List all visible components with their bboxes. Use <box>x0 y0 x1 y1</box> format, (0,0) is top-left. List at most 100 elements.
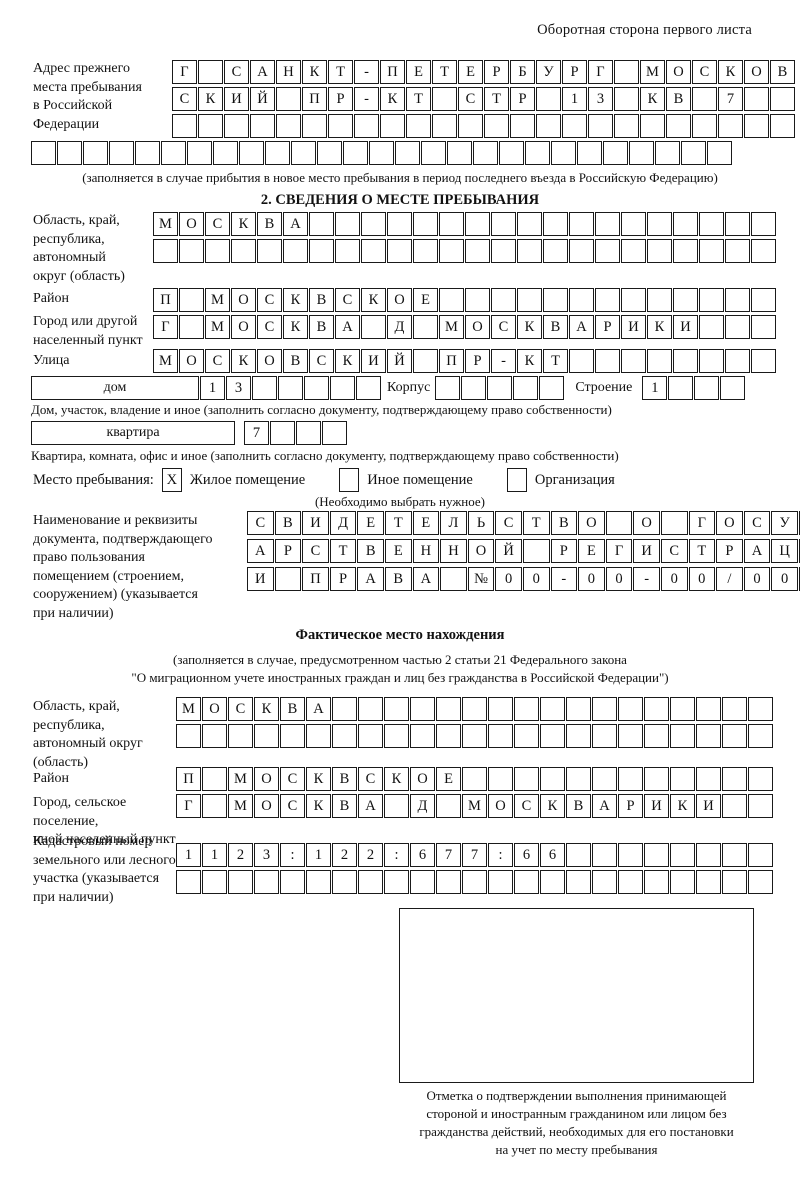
form-cell[interactable] <box>543 212 568 236</box>
form-cell[interactable]: К <box>647 315 672 339</box>
form-cell[interactable] <box>699 349 724 373</box>
form-cell[interactable]: О <box>410 767 435 791</box>
form-cell[interactable]: Г <box>176 794 201 818</box>
form-cell[interactable] <box>751 212 776 236</box>
form-cell[interactable]: В <box>274 511 302 535</box>
house-cell[interactable] <box>278 376 303 400</box>
form-cell[interactable]: Т <box>406 87 431 111</box>
form-cell[interactable] <box>644 767 669 791</box>
form-cell[interactable] <box>595 212 620 236</box>
form-cell[interactable]: - <box>354 60 379 84</box>
form-cell[interactable]: С <box>692 60 717 84</box>
form-cell[interactable] <box>692 87 717 111</box>
stroenie-cell[interactable] <box>694 376 720 400</box>
form-cell[interactable] <box>621 288 646 312</box>
form-cell[interactable]: В <box>357 539 384 563</box>
form-cell[interactable] <box>395 141 420 165</box>
flat-cell[interactable] <box>296 421 321 445</box>
form-cell[interactable]: Т <box>384 511 412 535</box>
form-cell[interactable]: Р <box>328 87 353 111</box>
form-cell[interactable]: В <box>332 767 357 791</box>
form-cell[interactable]: М <box>205 315 230 339</box>
form-cell[interactable]: Р <box>716 539 743 563</box>
form-cell[interactable] <box>595 239 620 263</box>
form-cell[interactable]: С <box>309 349 334 373</box>
form-cell[interactable] <box>699 239 724 263</box>
form-cell[interactable] <box>328 114 353 138</box>
form-cell[interactable] <box>172 114 197 138</box>
form-cell[interactable] <box>722 870 747 894</box>
house-cell[interactable]: 1 <box>200 376 225 400</box>
form-cell[interactable] <box>491 212 516 236</box>
form-cell[interactable] <box>488 870 513 894</box>
form-cell[interactable] <box>488 697 513 721</box>
form-cell[interactable] <box>673 212 698 236</box>
form-cell[interactable]: 2 <box>228 843 253 867</box>
form-cell[interactable] <box>744 87 769 111</box>
form-cell[interactable]: П <box>302 567 329 591</box>
form-cell[interactable]: М <box>176 697 201 721</box>
form-cell[interactable] <box>647 288 672 312</box>
form-cell[interactable] <box>462 724 487 748</box>
form-cell[interactable]: К <box>335 349 360 373</box>
form-cell[interactable]: 6 <box>540 843 565 867</box>
form-cell[interactable]: О <box>633 511 660 535</box>
form-cell[interactable]: 0 <box>522 567 550 591</box>
form-cell[interactable]: Ц <box>771 539 798 563</box>
form-cell[interactable]: Й <box>387 349 412 373</box>
form-cell[interactable] <box>335 212 360 236</box>
form-cell[interactable] <box>179 315 204 339</box>
form-cell[interactable]: В <box>283 349 308 373</box>
form-cell[interactable] <box>618 870 643 894</box>
form-cell[interactable] <box>722 697 747 721</box>
form-cell[interactable] <box>413 349 438 373</box>
form-cell[interactable] <box>309 239 334 263</box>
form-cell[interactable] <box>748 724 773 748</box>
form-cell[interactable] <box>696 870 721 894</box>
form-cell[interactable] <box>410 870 435 894</box>
form-cell[interactable] <box>410 697 435 721</box>
form-cell[interactable] <box>436 697 461 721</box>
form-cell[interactable] <box>614 114 639 138</box>
form-cell[interactable]: № <box>467 567 495 591</box>
form-cell[interactable]: И <box>302 511 329 535</box>
form-cell[interactable] <box>751 315 776 339</box>
form-cell[interactable]: У <box>771 511 798 535</box>
document-row-1[interactable]: СВИДЕТЕЛЬСТВООГОСУД <box>247 511 800 535</box>
form-cell[interactable]: А <box>357 567 384 591</box>
region-row-2[interactable] <box>153 239 777 263</box>
form-cell[interactable] <box>725 315 750 339</box>
form-cell[interactable] <box>725 288 750 312</box>
form-cell[interactable]: Е <box>413 288 438 312</box>
form-cell[interactable]: С <box>228 697 253 721</box>
form-cell[interactable]: П <box>153 288 178 312</box>
form-cell[interactable]: 3 <box>588 87 613 111</box>
form-cell[interactable] <box>440 567 467 591</box>
form-cell[interactable] <box>592 767 617 791</box>
form-cell[interactable] <box>432 87 457 111</box>
form-cell[interactable]: П <box>176 767 201 791</box>
form-cell[interactable]: И <box>247 567 274 591</box>
form-cell[interactable]: С <box>660 539 688 563</box>
form-cell[interactable] <box>718 114 743 138</box>
form-cell[interactable]: О <box>465 315 490 339</box>
form-cell[interactable]: Ь <box>467 511 495 535</box>
form-cell[interactable]: К <box>384 767 409 791</box>
form-cell[interactable]: К <box>380 87 405 111</box>
form-cell[interactable]: 7 <box>718 87 743 111</box>
form-cell[interactable]: Е <box>436 767 461 791</box>
form-cell[interactable]: Е <box>458 60 483 84</box>
form-cell[interactable]: К <box>306 794 331 818</box>
confirmation-stamp-box[interactable] <box>399 908 754 1083</box>
form-cell[interactable] <box>618 697 643 721</box>
form-cell[interactable] <box>202 724 227 748</box>
stay-type-checkbox[interactable] <box>506 468 527 492</box>
form-cell[interactable] <box>722 843 747 867</box>
form-cell[interactable] <box>644 870 669 894</box>
korpus-cell[interactable] <box>513 376 539 400</box>
form-cell[interactable] <box>302 114 327 138</box>
